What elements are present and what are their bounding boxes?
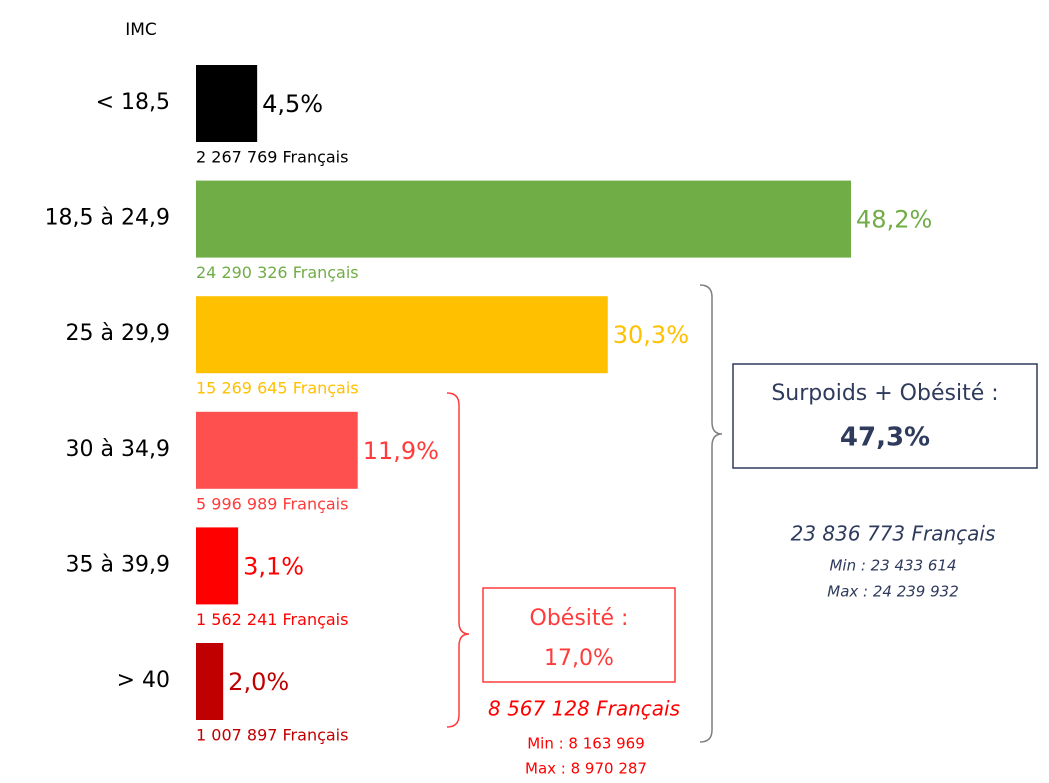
count-label: 1 562 241 Français <box>196 610 348 629</box>
bar <box>196 411 358 489</box>
category-label: 18,5 à 24,9 <box>45 206 170 231</box>
obesity-max: Max : 8 970 287 <box>525 760 647 778</box>
bar <box>196 643 224 720</box>
category-label: < 18,5 <box>96 90 170 115</box>
overweight-count: 23 836 773 Français <box>791 522 996 546</box>
value-label: 2,0% <box>228 668 289 696</box>
overweight-max: Max : 24 239 932 <box>827 583 958 601</box>
overweight-value: 47,3% <box>840 423 930 453</box>
category-label: 35 à 39,9 <box>66 552 170 577</box>
obesity-value: 17,0% <box>544 646 614 671</box>
count-label: 2 267 769 Français <box>196 148 348 167</box>
bar <box>196 180 852 258</box>
overweight-label: Surpoids + Obésité : <box>771 381 998 406</box>
overweight-min: Min : 23 433 614 <box>829 557 956 575</box>
bar <box>196 296 608 374</box>
obesity-min: Min : 8 163 969 <box>527 735 645 753</box>
obesity-count: 8 567 128 Français <box>488 697 680 721</box>
value-label: 4,5% <box>262 90 323 118</box>
value-label: 3,1% <box>243 552 304 580</box>
count-label: 1 007 897 Français <box>196 726 348 745</box>
count-label: 24 290 326 Français <box>196 263 359 282</box>
count-label: 5 996 989 Français <box>196 494 348 513</box>
obesity-label: Obésité : <box>530 606 629 631</box>
obesity-brace <box>446 392 470 728</box>
category-label: 30 à 34,9 <box>66 437 170 462</box>
bar <box>196 527 239 605</box>
bar <box>196 65 258 142</box>
overweight-brace <box>699 284 723 743</box>
count-label: 15 269 645 Français <box>196 379 359 398</box>
category-label: 25 à 29,9 <box>66 321 170 346</box>
value-label: 30,3% <box>613 321 689 349</box>
category-label: > 40 <box>117 668 170 693</box>
axis-label: IMC <box>125 20 157 40</box>
value-label: 11,9% <box>363 437 439 465</box>
overweight-box <box>732 363 1038 469</box>
obesity-box <box>482 587 676 683</box>
value-label: 48,2% <box>856 206 932 234</box>
